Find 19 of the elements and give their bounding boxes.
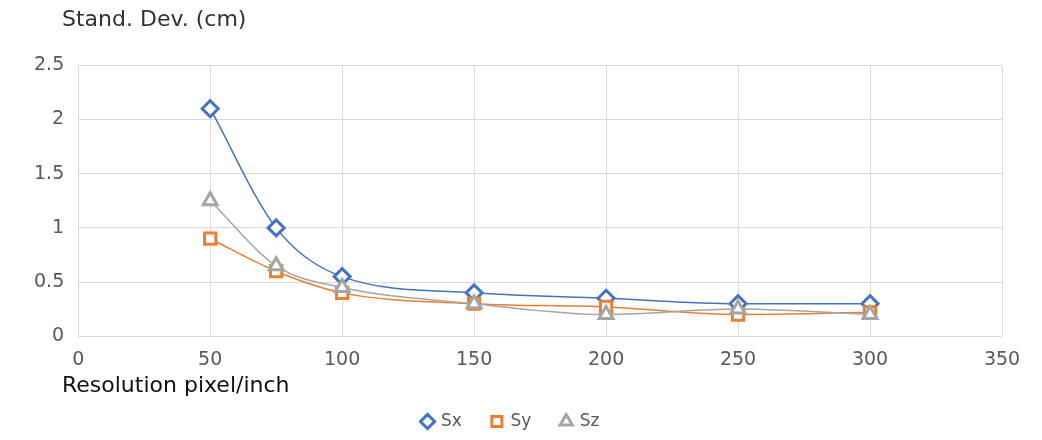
x-tick-label: 150 xyxy=(455,346,493,369)
legend-label: Sz xyxy=(579,409,600,430)
y-tick-label: 1.5 xyxy=(34,160,65,183)
legend-label: Sx xyxy=(441,409,462,430)
x-tick-label: 300 xyxy=(851,346,889,369)
x-tick-label: 50 xyxy=(198,346,223,369)
x-tick-label: 100 xyxy=(324,346,361,369)
x-tick-label: 250 xyxy=(719,346,757,369)
y-tick-label: 1 xyxy=(52,214,65,237)
y-tick-label: 0.5 xyxy=(34,268,65,291)
legend-label: Sy xyxy=(510,409,532,430)
y-axis-title: Stand. Dev. (cm) xyxy=(62,6,247,31)
x-tick-label: 0 xyxy=(72,346,85,369)
x-axis-title: Resolution pixel/inch xyxy=(62,372,290,397)
y-tick-label: 2 xyxy=(52,106,65,129)
x-tick-label: 350 xyxy=(983,346,1021,369)
y-tick-label: 2.5 xyxy=(34,52,65,75)
x-tick-label: 200 xyxy=(587,346,625,369)
y-tick-label: 0 xyxy=(52,323,65,346)
